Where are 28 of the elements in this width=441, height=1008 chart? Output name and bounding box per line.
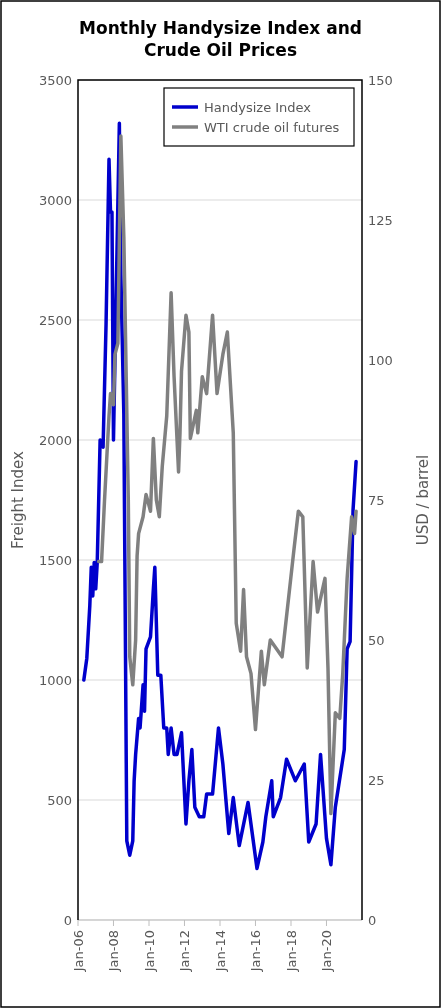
y-tick-label: 2000 bbox=[38, 432, 72, 448]
y-tick-label: 3000 bbox=[38, 192, 72, 208]
y2-tick-label: 75 bbox=[368, 492, 385, 508]
x-tick-label: Jan-20 bbox=[318, 930, 334, 973]
chart-title: Monthly Handysize Index and Crude Oil Prices bbox=[79, 18, 362, 60]
y-tick-label: 1500 bbox=[38, 552, 72, 568]
y2-tick-label: 100 bbox=[368, 352, 393, 368]
y2-tick-label: 0 bbox=[368, 912, 377, 928]
y-tick-label: 0 bbox=[63, 912, 72, 928]
legend-label: Handysize Index bbox=[204, 99, 312, 115]
y-tick-label: 2500 bbox=[38, 312, 72, 328]
x-tick-label: Jan-06 bbox=[70, 930, 86, 973]
y2-tick-label: 150 bbox=[368, 72, 393, 88]
y-tick-label: 1000 bbox=[38, 672, 72, 688]
legend-label: WTI crude oil futures bbox=[204, 119, 340, 135]
x-tick-label: Jan-18 bbox=[283, 930, 299, 973]
x-tick-label: Jan-14 bbox=[212, 930, 228, 973]
y2-tick-label: 50 bbox=[368, 632, 385, 648]
x-tick-label: Jan-16 bbox=[247, 930, 263, 973]
y-tick-label: 500 bbox=[47, 792, 72, 808]
y2-tick-label: 125 bbox=[368, 212, 393, 228]
y2-axis-title: USD / barrel bbox=[414, 454, 432, 546]
y-tick-label: 3500 bbox=[38, 72, 72, 88]
y-axis-title: Freight Index bbox=[9, 451, 27, 549]
y2-tick-label: 25 bbox=[368, 772, 385, 788]
x-tick-label: Jan-08 bbox=[105, 930, 121, 973]
x-tick-label: Jan-12 bbox=[176, 930, 192, 973]
x-tick-label: Jan-10 bbox=[141, 930, 157, 973]
